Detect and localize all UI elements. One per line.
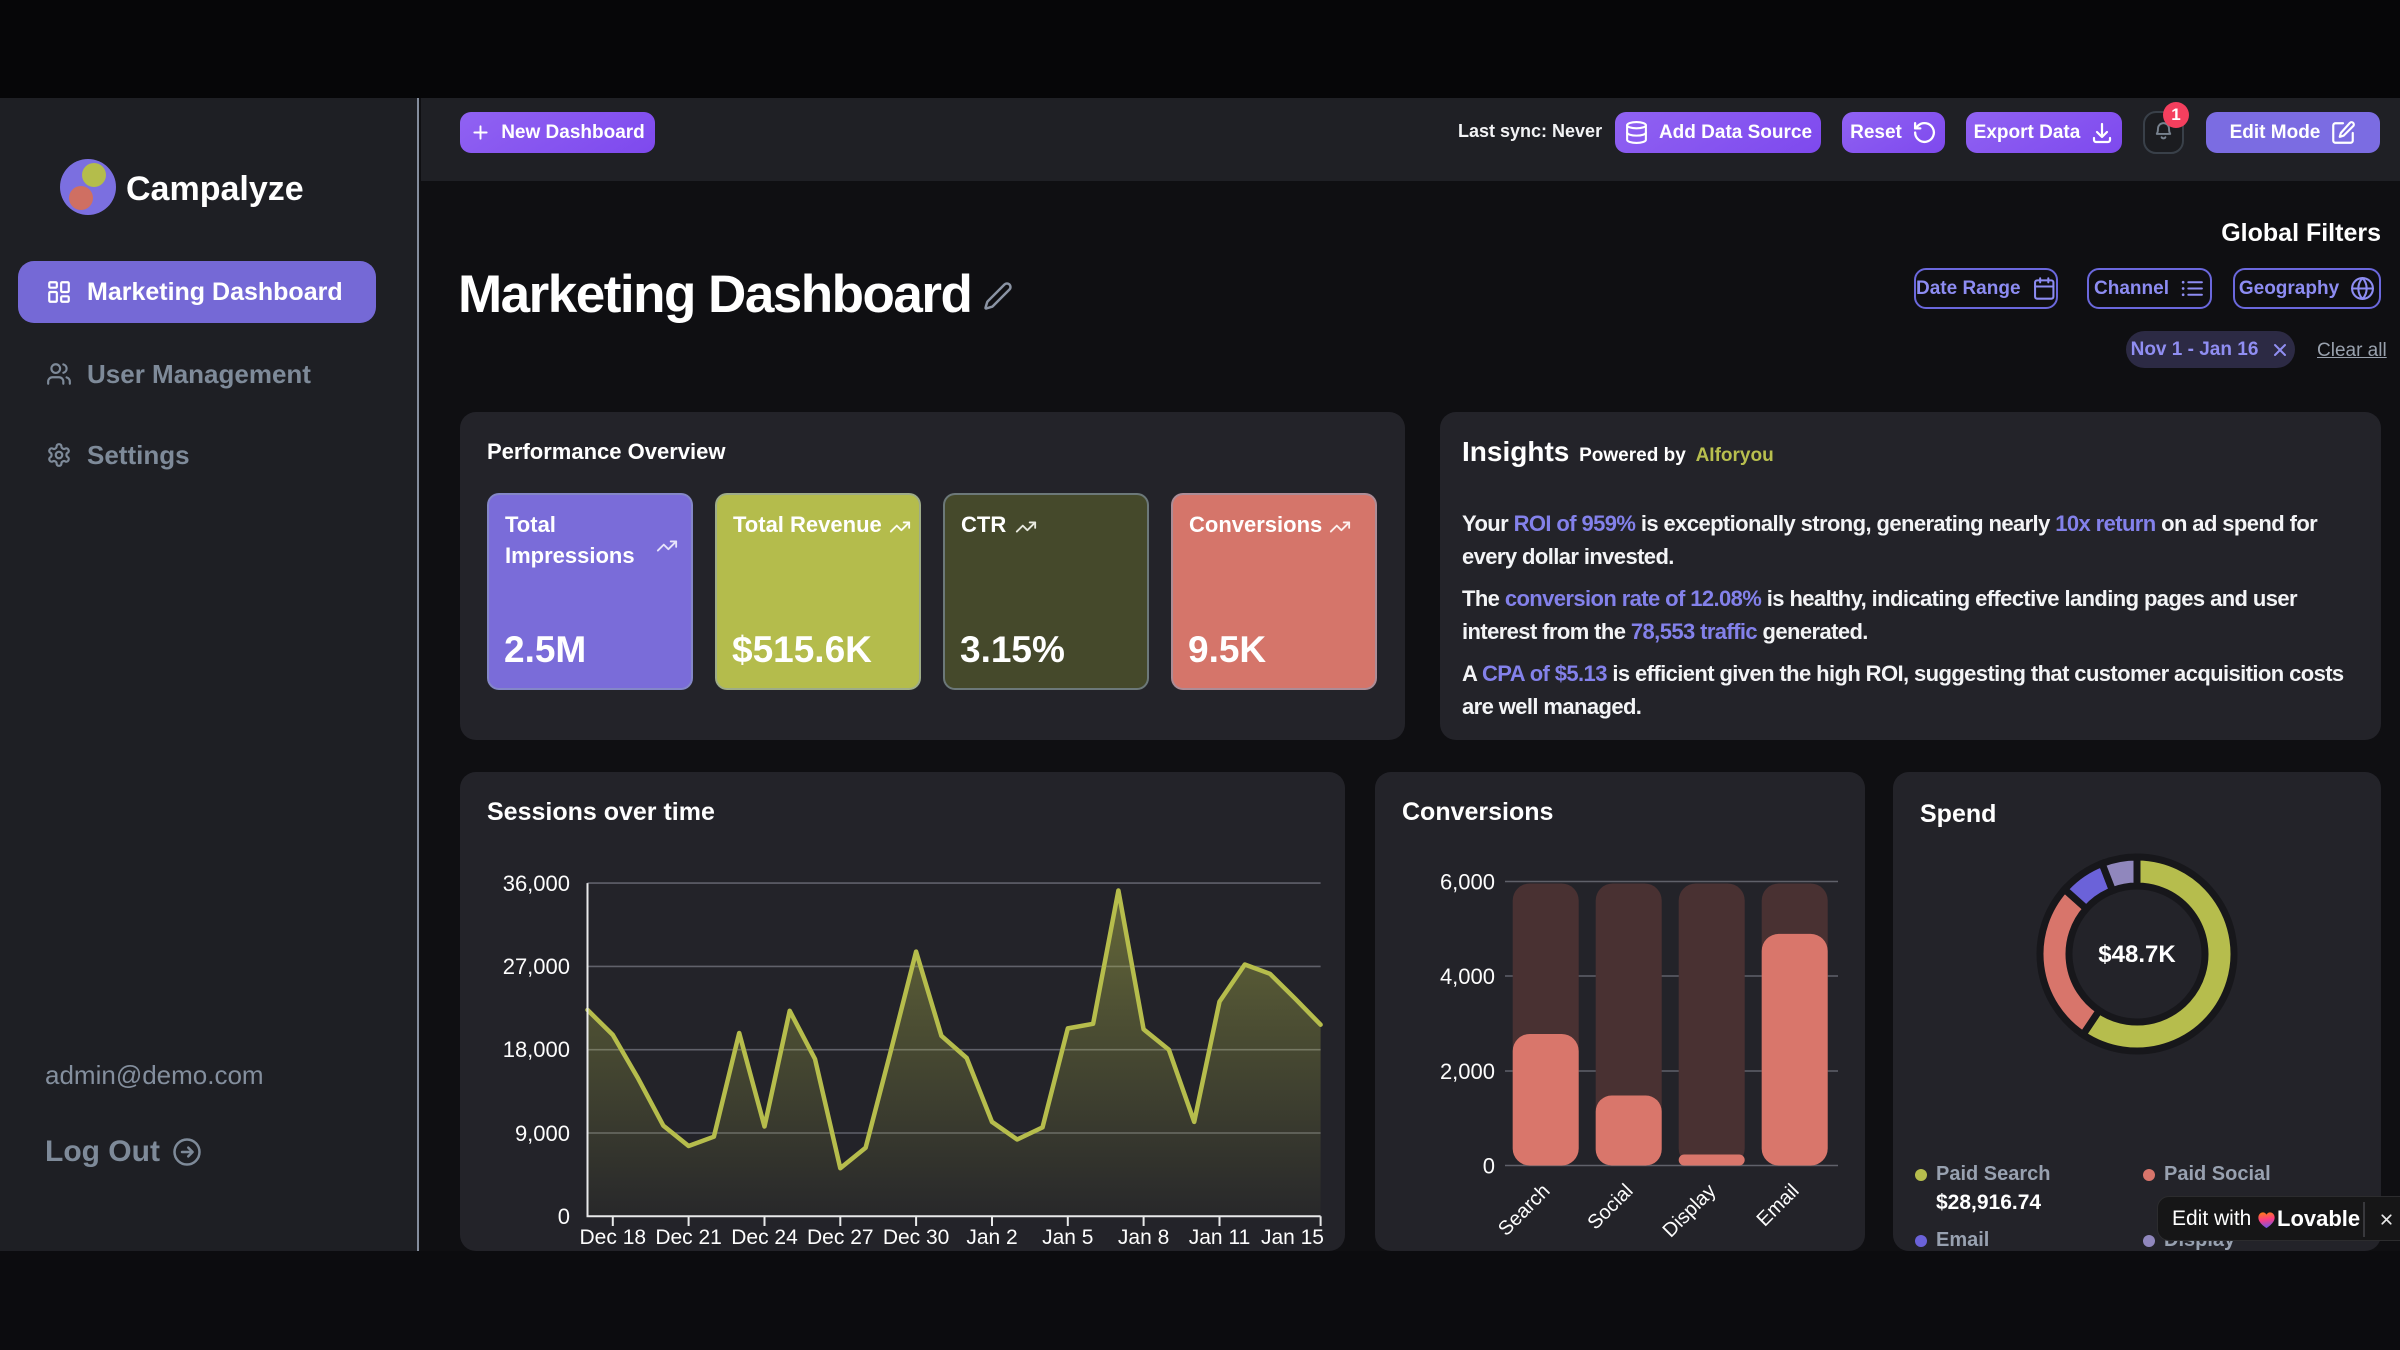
svg-text:Jan 11: Jan 11 (1189, 1226, 1251, 1249)
svg-text:Display: Display (1659, 1180, 1721, 1242)
svg-text:0: 0 (1483, 1154, 1495, 1179)
svg-text:Dec 21: Dec 21 (655, 1226, 722, 1249)
svg-text:Dec 30: Dec 30 (883, 1226, 950, 1249)
svg-text:6,000: 6,000 (1440, 870, 1495, 895)
svg-text:Jan 15: Jan 15 (1261, 1226, 1324, 1249)
svg-text:Jan 5: Jan 5 (1042, 1226, 1093, 1249)
svg-text:27,000: 27,000 (503, 954, 570, 979)
svg-text:4,000: 4,000 (1440, 964, 1495, 989)
svg-text:Jan 8: Jan 8 (1118, 1226, 1169, 1249)
svg-text:Dec 18: Dec 18 (580, 1226, 647, 1249)
svg-text:Social: Social (1583, 1180, 1637, 1234)
svg-text:Email: Email (1753, 1180, 1804, 1231)
svg-text:18,000: 18,000 (503, 1037, 570, 1062)
svg-text:Search: Search (1494, 1180, 1554, 1240)
svg-text:0: 0 (558, 1204, 570, 1229)
svg-text:$48.7K: $48.7K (2098, 941, 2176, 968)
svg-text:Dec 24: Dec 24 (731, 1226, 798, 1249)
svg-text:Jan 2: Jan 2 (966, 1226, 1017, 1249)
svg-text:2,000: 2,000 (1440, 1059, 1495, 1084)
svg-text:Dec 27: Dec 27 (807, 1226, 874, 1249)
svg-text:9,000: 9,000 (515, 1121, 570, 1146)
svg-text:36,000: 36,000 (503, 871, 570, 896)
